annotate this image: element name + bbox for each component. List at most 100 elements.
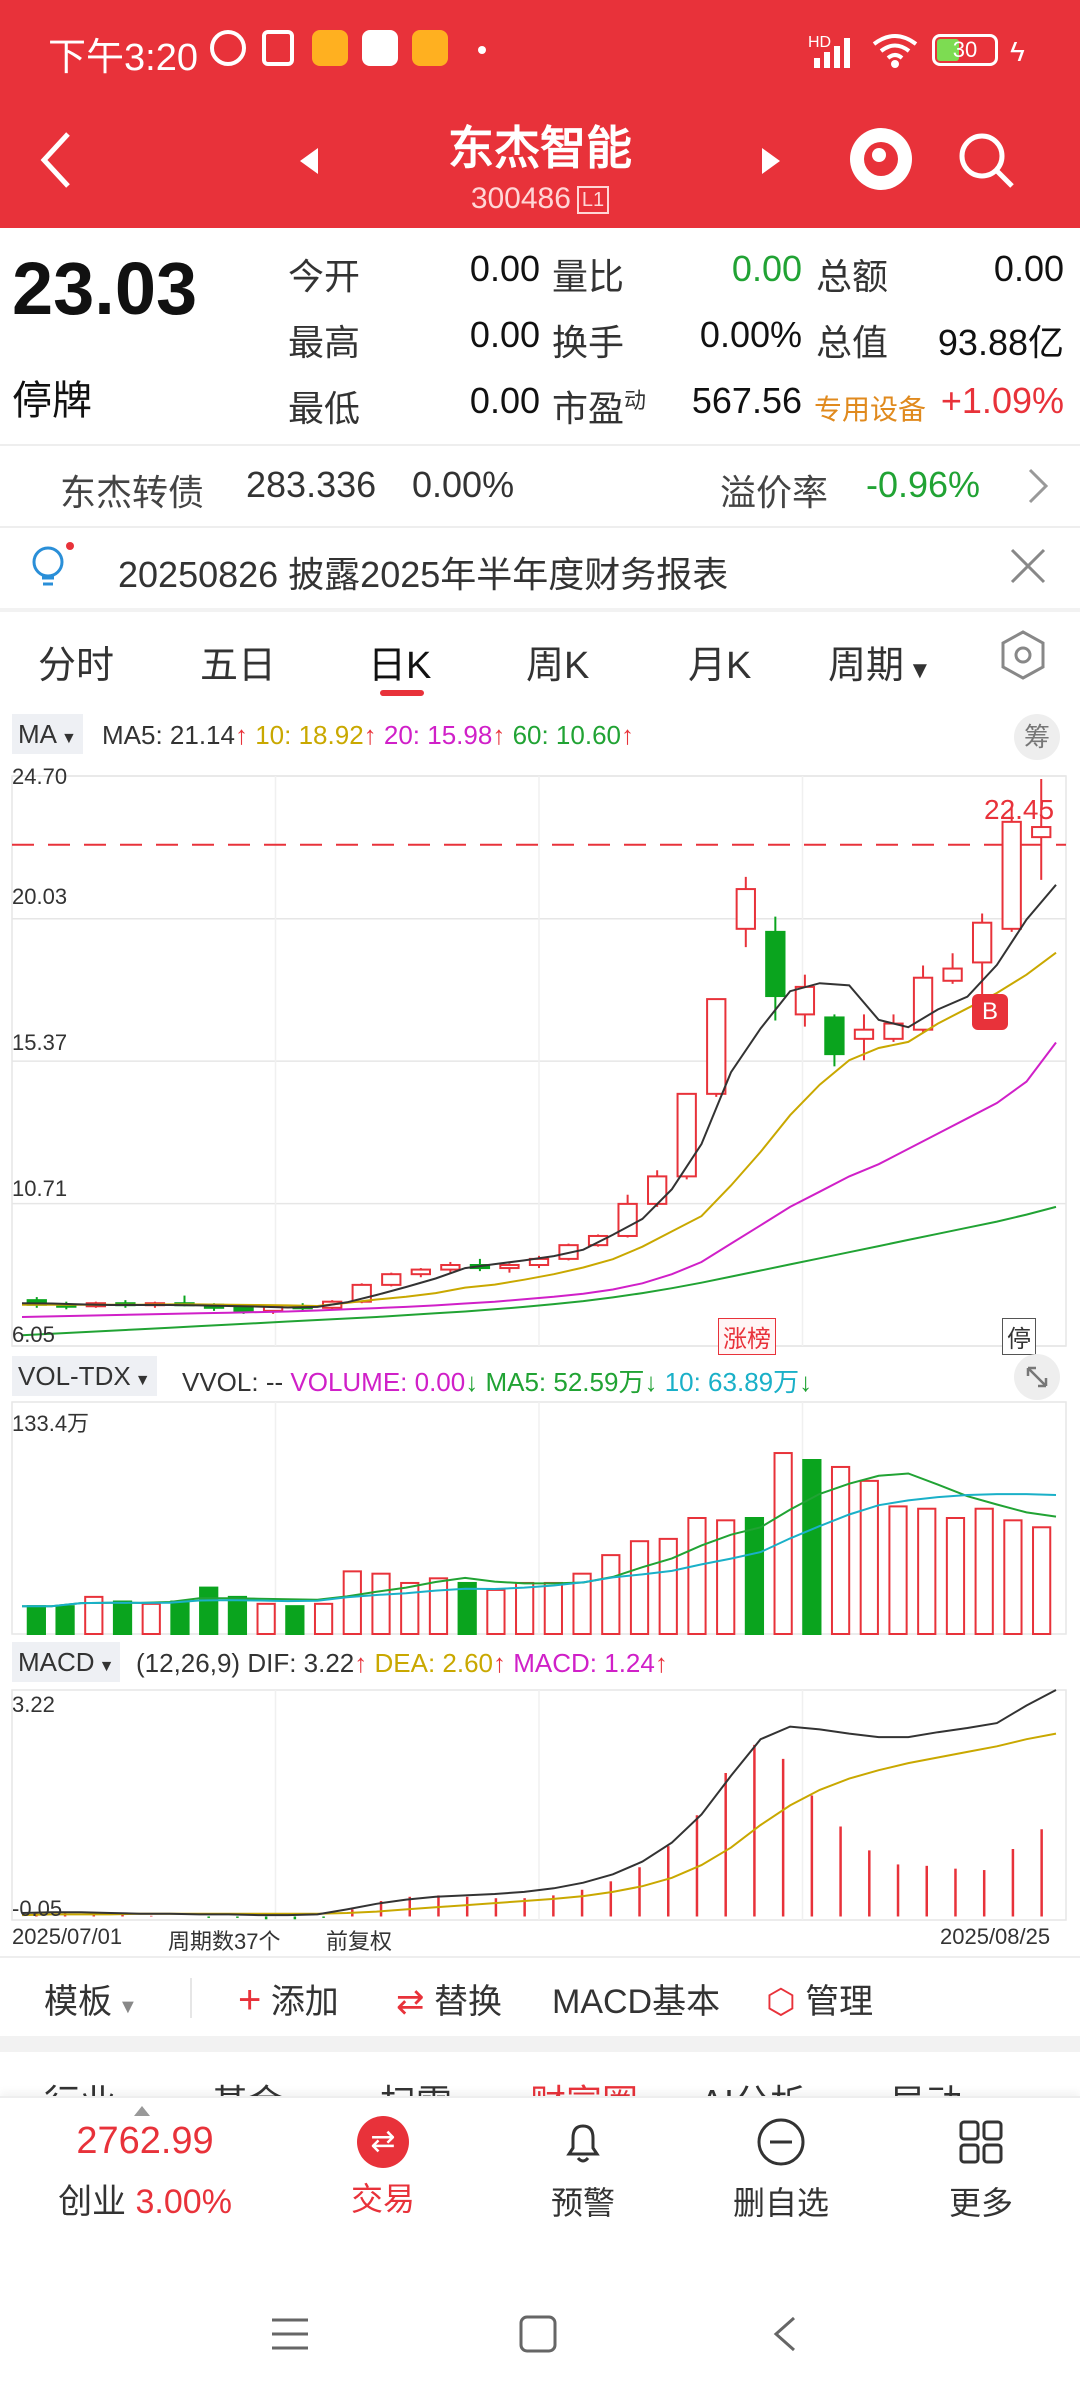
trade-button[interactable]: ⇄ 交易 xyxy=(318,2116,448,2220)
macd-indicator-select[interactable]: MACD ▼ xyxy=(12,1642,121,1682)
divider xyxy=(190,1978,192,2018)
volume-bar xyxy=(543,1581,563,1636)
replace-indicator-button[interactable]: ⇄ 替换 xyxy=(396,1983,502,2021)
ma-indicator-select[interactable]: MA ▼ xyxy=(12,714,83,754)
limit-up-marker[interactable]: 涨榜 xyxy=(718,1318,776,1355)
expand-icon[interactable] xyxy=(1014,1354,1060,1400)
more-notifications-icon xyxy=(478,46,486,54)
system-nav-bar xyxy=(0,2256,1080,2400)
volume-bar xyxy=(400,1581,420,1636)
app-header: 下午3:20 HD 30 ϟ 东杰智能 300486 xyxy=(0,0,1080,228)
wifi-icon xyxy=(872,34,918,68)
trade-icon: ⇄ xyxy=(357,2116,409,2168)
volume-bar xyxy=(55,1605,75,1635)
tab-intraday[interactable]: 分时 xyxy=(38,645,115,687)
app-notification-icon xyxy=(312,30,348,66)
label-turnover-amount: 总额 xyxy=(816,256,889,297)
nfc-icon xyxy=(262,30,294,66)
volume-bar xyxy=(716,1519,736,1636)
volume-bar xyxy=(859,1479,879,1635)
more-button[interactable]: 更多 xyxy=(916,2116,1046,2224)
kline-chart[interactable] xyxy=(0,760,1080,1960)
industry-link[interactable]: 专用设备 xyxy=(814,394,927,425)
candle-body xyxy=(824,1016,845,1056)
candle-body xyxy=(617,1202,638,1237)
candle-body xyxy=(440,1264,461,1271)
buy-signal-marker[interactable]: B xyxy=(972,994,1008,1030)
volume-ma5-line xyxy=(22,1472,1057,1608)
back-icon[interactable] xyxy=(38,130,78,190)
subtab-fund[interactable]: 基金 xyxy=(212,2074,284,2096)
menu-icon[interactable] xyxy=(270,2316,310,2352)
manage-button[interactable]: ⬡ 管理 xyxy=(766,1983,874,2021)
premium-value: -0.96% xyxy=(866,464,981,505)
volume-bar xyxy=(830,1465,851,1636)
volume-bar xyxy=(428,1577,449,1636)
candle-body xyxy=(233,1306,254,1312)
chart-settings-icon[interactable] xyxy=(998,628,1048,682)
adjust-mode[interactable]: 前复权 xyxy=(326,1929,393,1954)
volume-bar xyxy=(744,1517,765,1635)
volume-axis-max: 133.4万 xyxy=(12,1411,90,1436)
volume-bar xyxy=(112,1600,133,1636)
tab-weekly-k[interactable]: 周K xyxy=(526,645,590,687)
search-icon[interactable] xyxy=(956,130,1016,190)
volume-bar xyxy=(342,1570,362,1635)
ma20-line xyxy=(21,1041,1057,1318)
divider xyxy=(0,444,1080,446)
tab-five-day[interactable]: 五日 xyxy=(200,645,277,687)
index-value[interactable]: 2762.99 xyxy=(76,2120,214,2162)
subtab-wealth-circle[interactable]: 财富圈 xyxy=(530,2074,638,2096)
convertible-bond-row[interactable]: 东杰转债 283.336 0.00% 溢价率 -0.96% xyxy=(0,446,1080,526)
subtab-risk-scan[interactable]: 扫雷 xyxy=(380,2074,452,2096)
down-arrow-icon: ↓ xyxy=(465,1367,479,1397)
volume-bar xyxy=(974,1507,994,1635)
remove-watchlist-label: 删自选 xyxy=(732,2185,829,2221)
macd-basic-button[interactable]: MACD基本 xyxy=(552,1983,721,2021)
halt-marker[interactable]: 停 xyxy=(1002,1318,1036,1355)
alert-button[interactable]: 预警 xyxy=(518,2116,648,2224)
vvol-value: VVOL: -- xyxy=(182,1367,284,1397)
active-tab-indicator xyxy=(380,690,424,696)
candle-body xyxy=(1031,826,1052,839)
back-nav-icon[interactable] xyxy=(770,2314,800,2354)
notice-bar[interactable]: 20250826 披露2025年半年度财务报表 xyxy=(0,528,1080,608)
volume-bar xyxy=(313,1602,334,1636)
next-stock-icon[interactable] xyxy=(758,146,782,176)
volume-bar xyxy=(629,1540,650,1636)
index-summary[interactable]: 创业 3.00% xyxy=(0,2174,290,2223)
caret-up-icon xyxy=(134,2106,150,2116)
index-change: 3.00% xyxy=(135,2183,232,2221)
subtab-industry[interactable]: 行业 xyxy=(44,2074,116,2096)
template-button[interactable]: 模板 ▼ xyxy=(44,1983,138,2021)
label-volume-ratio: 量比 xyxy=(552,256,625,297)
home-icon[interactable] xyxy=(518,2314,558,2354)
volume-bar xyxy=(170,1600,190,1636)
remove-watchlist-button[interactable]: 删自选 xyxy=(716,2116,846,2224)
value-low: 0.00 xyxy=(469,380,540,421)
charging-icon: ϟ xyxy=(1010,36,1025,67)
volume-ma10-line xyxy=(22,1493,1057,1608)
add-indicator-button[interactable]: + 添加 xyxy=(238,1978,339,2022)
volume-bar xyxy=(285,1605,305,1635)
stock-code: 300486 xyxy=(470,182,571,215)
up-arrow-icon: ↑ xyxy=(493,1648,506,1678)
minus-circle-icon xyxy=(757,2118,805,2166)
tab-monthly-k[interactable]: 月K xyxy=(688,645,752,687)
up-arrow-icon: ↑ xyxy=(654,1648,668,1678)
assistant-mascot-icon[interactable] xyxy=(850,128,912,190)
candle-body xyxy=(971,921,993,964)
label-open: 今开 xyxy=(288,256,361,297)
vol-indicator-select[interactable]: VOL-TDX ▼ xyxy=(12,1356,157,1396)
subtab-movement[interactable]: 异动 xyxy=(890,2074,962,2096)
tab-daily-k[interactable]: 日K xyxy=(368,645,432,687)
macd-axis-max: 3.22 xyxy=(12,1692,55,1717)
subtab-ai-analysis[interactable]: AI分析 xyxy=(700,2074,806,2096)
premium-label: 溢价率 xyxy=(720,472,829,513)
close-icon[interactable] xyxy=(1008,546,1048,586)
tab-period[interactable]: 周期 ▼ xyxy=(828,645,932,687)
prev-stock-icon[interactable] xyxy=(298,146,322,176)
bottom-nav: 2762.99 创业 3.00% ⇄ 交易 预警 删自选 更多 xyxy=(0,2096,1080,2256)
plus-icon: + xyxy=(238,1978,262,2022)
chip-distribution-button[interactable]: 筹 xyxy=(1014,714,1060,760)
